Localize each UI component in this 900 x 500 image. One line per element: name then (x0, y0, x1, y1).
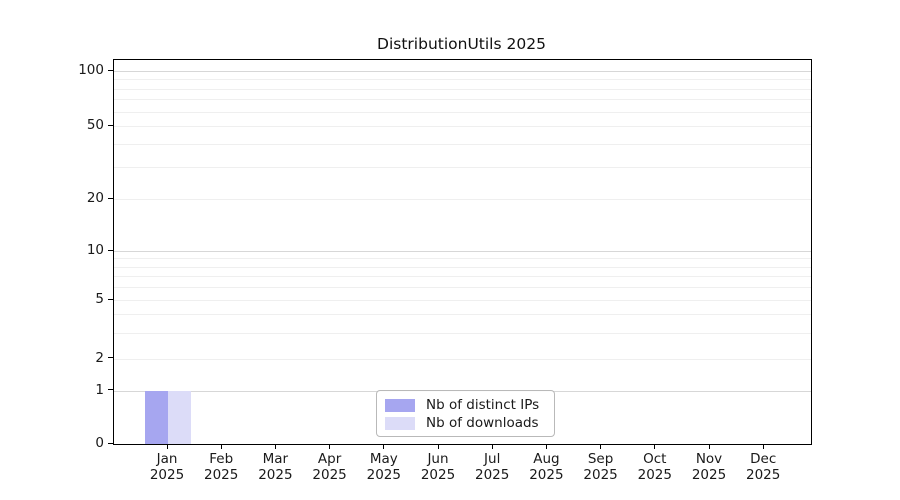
bar-nb-of-distinct-ips (145, 390, 168, 444)
legend-swatch (385, 398, 415, 412)
chart-title: DistributionUtils 2025 (377, 35, 546, 53)
x-tick-mark (491, 444, 493, 449)
x-tick-month: Nov (695, 451, 723, 467)
legend-label: Nb of downloads (426, 415, 539, 431)
x-tick-year: 2025 (258, 467, 293, 483)
gridline-major (114, 71, 811, 72)
x-tick-mark (329, 444, 331, 449)
y-tick-mark (108, 298, 113, 300)
x-tick-year: 2025 (746, 467, 781, 483)
gridline-minor (114, 111, 811, 113)
x-tick-year: 2025 (475, 467, 510, 483)
gridline-minor (114, 99, 811, 101)
y-tick-mark (108, 124, 113, 126)
x-tick-mark (383, 444, 385, 449)
gridline-minor (114, 358, 811, 360)
gridline-minor (114, 314, 811, 316)
x-tick-year: 2025 (312, 467, 347, 483)
legend-label: Nb of distinct IPs (426, 397, 540, 413)
legend-item: Nb of downloads (385, 414, 546, 432)
gridline-minor (114, 258, 811, 260)
x-tick-label: Oct 2025 (625, 451, 685, 483)
gridline-minor (114, 332, 811, 334)
x-tick-month: Apr (317, 451, 342, 467)
x-tick-month: Oct (643, 451, 667, 467)
x-tick-year: 2025 (149, 467, 185, 483)
gridline-minor (114, 287, 811, 289)
x-tick-label: Dec 2025 (733, 451, 793, 483)
x-tick-mark (654, 444, 656, 449)
x-tick-year: 2025 (204, 467, 239, 483)
x-tick-month: Jun (427, 451, 449, 467)
x-tick-label: May 2025 (354, 451, 414, 483)
x-tick-label: Sep 2025 (571, 451, 631, 483)
x-tick-year: 2025 (366, 467, 401, 483)
y-tick-mark (108, 249, 113, 251)
y-tick-label: 5 (95, 291, 104, 307)
x-tick-month: Feb (209, 451, 234, 467)
x-tick-label: Jun 2025 (408, 451, 468, 483)
x-tick-label: Mar 2025 (245, 451, 305, 483)
x-tick-label: Jan 2025 (137, 451, 197, 483)
y-tick-label: 20 (86, 190, 104, 206)
x-tick-year: 2025 (583, 467, 618, 483)
legend-item: Nb of distinct IPs (385, 396, 546, 414)
gridline-minor (114, 266, 811, 268)
x-tick-month: Jan (156, 451, 178, 467)
y-tick-label: 2 (95, 349, 104, 366)
gridline-minor (114, 79, 811, 81)
x-tick-month: Aug (533, 451, 560, 467)
x-tick-label: Aug 2025 (516, 451, 576, 483)
x-tick-month: Mar (262, 451, 289, 467)
gridline-minor (114, 300, 811, 301)
x-tick-month: Dec (750, 451, 777, 467)
y-tick-label: 10 (86, 242, 104, 258)
x-tick-mark (437, 444, 439, 449)
x-tick-label: Feb 2025 (191, 451, 251, 483)
x-tick-month: Jul (484, 451, 501, 467)
gridline-minor (114, 199, 811, 200)
x-tick-mark (166, 444, 168, 449)
gridline-minor (114, 276, 811, 278)
legend: Nb of distinct IPs Nb of downloads (376, 390, 555, 437)
x-tick-year: 2025 (529, 467, 564, 483)
x-tick-mark (708, 444, 710, 449)
x-tick-month: May (369, 451, 398, 467)
legend-swatch (385, 416, 415, 430)
y-tick-mark (108, 442, 113, 444)
x-tick-label: Apr 2025 (300, 451, 360, 483)
gridline-minor (114, 126, 811, 127)
plot-area (113, 59, 812, 445)
y-tick-mark (108, 197, 113, 199)
x-tick-label: Nov 2025 (679, 451, 739, 483)
y-tick-label: 50 (86, 117, 104, 133)
bar-nb-of-downloads (168, 390, 191, 444)
y-tick-mark (108, 389, 113, 391)
y-tick-label: 1 (95, 381, 104, 398)
x-tick-mark (762, 444, 764, 449)
x-tick-year: 2025 (420, 467, 456, 483)
x-tick-mark (220, 444, 222, 449)
x-tick-year: 2025 (691, 467, 727, 483)
x-tick-mark (274, 444, 277, 449)
y-tick-mark (108, 357, 113, 359)
y-tick-mark (108, 69, 113, 71)
y-tick-label: 100 (78, 62, 104, 78)
x-tick-label: Jul 2025 (462, 451, 522, 483)
x-tick-month: Sep (587, 451, 614, 467)
x-tick-mark (545, 444, 548, 449)
gridline-minor (114, 166, 811, 168)
gridline-minor (114, 88, 811, 90)
y-tick-label: 0 (95, 435, 104, 451)
gridline-major (114, 251, 811, 252)
x-tick-year: 2025 (637, 467, 672, 483)
x-tick-mark (600, 444, 602, 449)
gridline-minor (114, 143, 811, 145)
